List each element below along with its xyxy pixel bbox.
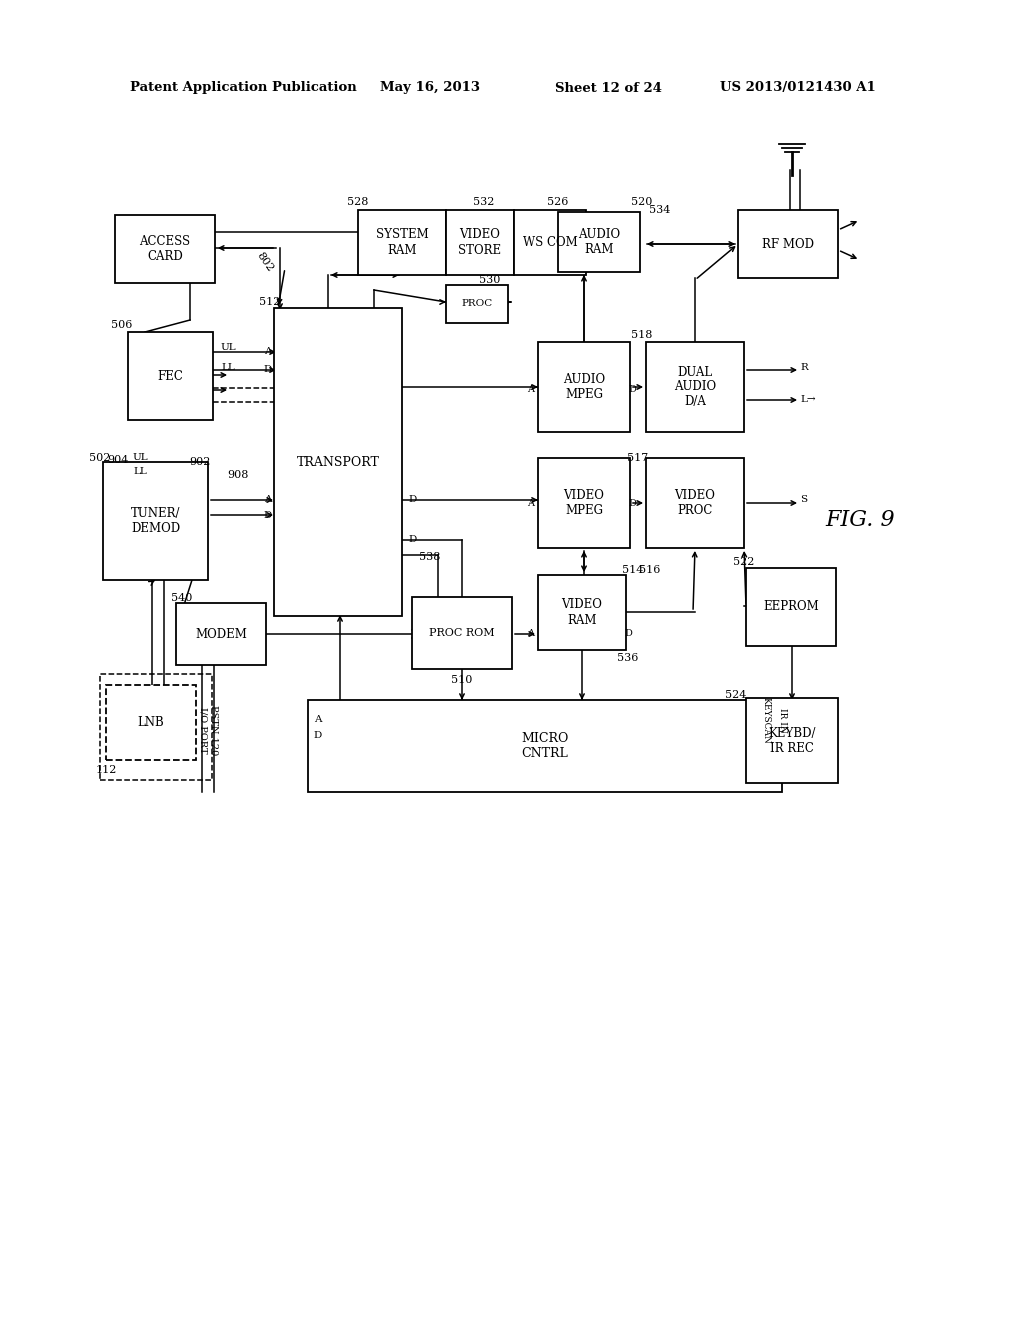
Text: UL: UL bbox=[220, 343, 236, 352]
Text: KEYBD/
IR REC: KEYBD/ IR REC bbox=[768, 726, 816, 755]
Text: 540: 540 bbox=[171, 593, 193, 603]
Text: D: D bbox=[628, 499, 636, 507]
Bar bbox=[738, 210, 838, 279]
Text: 902: 902 bbox=[189, 457, 211, 467]
Text: A: A bbox=[527, 499, 534, 507]
Bar bbox=[308, 700, 782, 792]
Bar bbox=[128, 333, 213, 420]
Text: PROC ROM: PROC ROM bbox=[429, 628, 495, 638]
Text: 512: 512 bbox=[259, 297, 281, 308]
Bar bbox=[646, 458, 744, 548]
Text: S: S bbox=[800, 495, 807, 504]
Text: 532: 532 bbox=[473, 197, 495, 207]
Text: 522: 522 bbox=[733, 557, 755, 568]
Text: ACCESS
CARD: ACCESS CARD bbox=[139, 235, 190, 263]
Text: MODEM: MODEM bbox=[195, 627, 247, 640]
Text: VIDEO
MPEG: VIDEO MPEG bbox=[563, 488, 604, 517]
Text: D: D bbox=[314, 731, 323, 741]
Text: 517: 517 bbox=[628, 453, 648, 463]
Bar bbox=[358, 210, 446, 275]
Text: Sheet 12 of 24: Sheet 12 of 24 bbox=[555, 82, 662, 95]
Text: RF MOD: RF MOD bbox=[762, 238, 814, 251]
Text: L→: L→ bbox=[800, 396, 816, 404]
Bar bbox=[103, 462, 208, 579]
Text: LNB: LNB bbox=[137, 715, 165, 729]
Text: D: D bbox=[264, 511, 272, 520]
Text: 536: 536 bbox=[617, 653, 639, 663]
Text: AUDIO
MPEG: AUDIO MPEG bbox=[563, 374, 605, 401]
Bar bbox=[538, 458, 630, 548]
Text: AUDIO
RAM: AUDIO RAM bbox=[578, 228, 621, 256]
Text: D: D bbox=[624, 630, 632, 639]
Text: FIG. 9: FIG. 9 bbox=[825, 510, 895, 531]
Text: EEPROM: EEPROM bbox=[763, 601, 819, 614]
Text: 530: 530 bbox=[479, 275, 501, 285]
Text: 526: 526 bbox=[547, 197, 568, 207]
Bar bbox=[412, 597, 512, 669]
Bar bbox=[446, 285, 508, 323]
Text: D: D bbox=[408, 495, 416, 504]
Text: 514: 514 bbox=[623, 565, 644, 576]
Bar bbox=[274, 308, 402, 616]
Text: R: R bbox=[800, 363, 808, 372]
Bar bbox=[538, 342, 630, 432]
Text: A: A bbox=[314, 715, 322, 725]
Text: 904: 904 bbox=[108, 455, 129, 465]
Bar bbox=[646, 342, 744, 432]
Text: 518: 518 bbox=[632, 330, 652, 341]
Text: 534: 534 bbox=[649, 205, 671, 215]
Text: DUAL
AUDIO
D/A: DUAL AUDIO D/A bbox=[674, 366, 716, 408]
Text: PSTN 120
I/O PORT: PSTN 120 I/O PORT bbox=[199, 705, 218, 755]
Bar bbox=[176, 603, 266, 665]
Text: FEC: FEC bbox=[158, 370, 183, 383]
Text: 802: 802 bbox=[255, 251, 275, 273]
Text: Patent Application Publication: Patent Application Publication bbox=[130, 82, 356, 95]
Text: A: A bbox=[527, 385, 534, 395]
Text: D: D bbox=[264, 366, 272, 375]
Text: PROC: PROC bbox=[462, 300, 493, 309]
Text: 112: 112 bbox=[95, 766, 117, 775]
Text: May 16, 2013: May 16, 2013 bbox=[380, 82, 480, 95]
Text: 520: 520 bbox=[632, 197, 652, 207]
Text: WS COM: WS COM bbox=[522, 236, 578, 249]
Text: D: D bbox=[408, 536, 416, 544]
Text: 528: 528 bbox=[347, 197, 369, 207]
Bar bbox=[514, 210, 586, 275]
Bar bbox=[115, 215, 215, 282]
Text: LL: LL bbox=[221, 363, 234, 372]
Text: 506: 506 bbox=[112, 319, 133, 330]
Text: LL: LL bbox=[133, 467, 146, 477]
Text: SYSTEM
RAM: SYSTEM RAM bbox=[376, 228, 428, 256]
Text: MICRO
CNTRL: MICRO CNTRL bbox=[521, 733, 568, 760]
Bar bbox=[558, 213, 640, 272]
Text: 510: 510 bbox=[452, 675, 473, 685]
Bar bbox=[746, 568, 836, 645]
Text: 524: 524 bbox=[725, 690, 746, 700]
Text: 538: 538 bbox=[419, 552, 440, 562]
Text: 908: 908 bbox=[227, 470, 249, 480]
Text: A: A bbox=[264, 495, 272, 504]
Text: UL: UL bbox=[132, 454, 147, 462]
Text: VIDEO
STORE: VIDEO STORE bbox=[459, 228, 502, 256]
Text: IR IN: IR IN bbox=[777, 708, 786, 733]
Text: TRANSPORT: TRANSPORT bbox=[297, 455, 380, 469]
Text: 502: 502 bbox=[89, 453, 111, 463]
Text: D: D bbox=[628, 385, 636, 395]
Bar bbox=[106, 685, 196, 760]
Bar bbox=[446, 210, 514, 275]
Bar bbox=[746, 698, 838, 783]
Text: US 2013/0121430 A1: US 2013/0121430 A1 bbox=[720, 82, 876, 95]
Text: A: A bbox=[264, 347, 272, 356]
Bar bbox=[538, 576, 626, 649]
Text: VIDEO
RAM: VIDEO RAM bbox=[561, 598, 602, 627]
Text: KEYSCAN: KEYSCAN bbox=[762, 697, 770, 743]
Text: TUNER/
DEMOD: TUNER/ DEMOD bbox=[131, 507, 180, 535]
Text: 516: 516 bbox=[639, 565, 660, 576]
Text: A: A bbox=[527, 630, 534, 639]
Text: VIDEO
PROC: VIDEO PROC bbox=[675, 488, 716, 517]
Bar bbox=[100, 675, 212, 780]
